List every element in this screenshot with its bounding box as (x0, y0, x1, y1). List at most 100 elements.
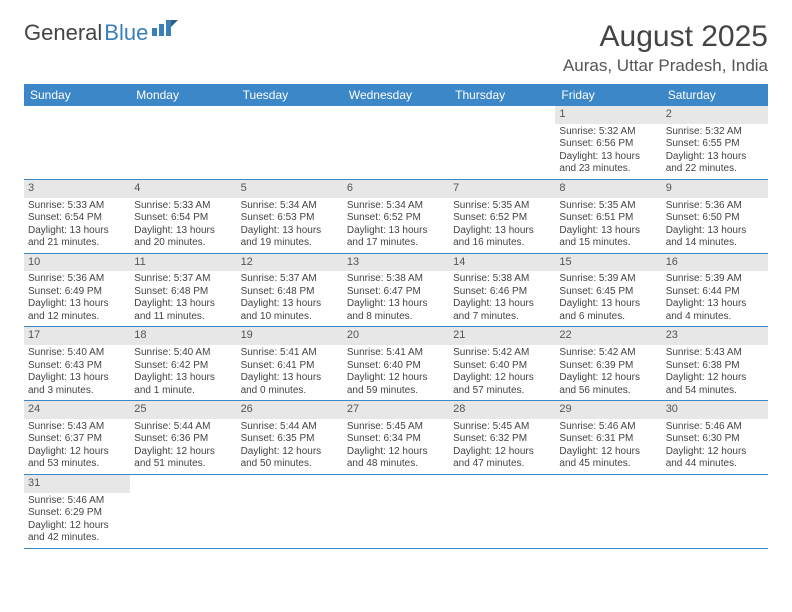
location-subtitle: Auras, Uttar Pradesh, India (563, 56, 768, 76)
sunrise-text: Sunrise: 5:39 AM (559, 273, 657, 286)
calendar-empty-cell (662, 475, 768, 548)
daylight-text: and 6 minutes. (559, 311, 657, 324)
daylight-text: Daylight: 13 hours (241, 372, 339, 385)
daylight-text: Daylight: 13 hours (559, 225, 657, 238)
calendar-week-row: 1Sunrise: 5:32 AMSunset: 6:56 PMDaylight… (24, 106, 768, 180)
sunset-text: Sunset: 6:31 PM (559, 433, 657, 446)
day-number: 30 (662, 401, 768, 419)
logo-text-general: General (24, 20, 102, 46)
sunset-text: Sunset: 6:44 PM (666, 286, 764, 299)
calendar-day-cell: 9Sunrise: 5:36 AMSunset: 6:50 PMDaylight… (662, 180, 768, 253)
day-number: 7 (449, 180, 555, 198)
day-number: 18 (130, 327, 236, 345)
sunrise-text: Sunrise: 5:34 AM (347, 200, 445, 213)
calendar-empty-cell (130, 475, 236, 548)
daylight-text: Daylight: 13 hours (28, 225, 126, 238)
calendar-week-row: 10Sunrise: 5:36 AMSunset: 6:49 PMDayligh… (24, 254, 768, 328)
calendar-week-row: 17Sunrise: 5:40 AMSunset: 6:43 PMDayligh… (24, 327, 768, 401)
daylight-text: Daylight: 12 hours (28, 446, 126, 459)
header: GeneralBlue August 2025 Auras, Uttar Pra… (24, 20, 768, 76)
daylight-text: Daylight: 12 hours (666, 372, 764, 385)
calendar-day-cell: 19Sunrise: 5:41 AMSunset: 6:41 PMDayligh… (237, 327, 343, 400)
day-number: 16 (662, 254, 768, 272)
daylight-text: and 12 minutes. (28, 311, 126, 324)
sunset-text: Sunset: 6:47 PM (347, 286, 445, 299)
sunset-text: Sunset: 6:42 PM (134, 360, 232, 373)
daylight-text: Daylight: 12 hours (666, 446, 764, 459)
sunset-text: Sunset: 6:29 PM (28, 507, 126, 520)
daylight-text: Daylight: 12 hours (347, 446, 445, 459)
calendar-day-cell: 17Sunrise: 5:40 AMSunset: 6:43 PMDayligh… (24, 327, 130, 400)
sunset-text: Sunset: 6:52 PM (347, 212, 445, 225)
sunrise-text: Sunrise: 5:45 AM (453, 421, 551, 434)
daylight-text: Daylight: 13 hours (134, 372, 232, 385)
day-number: 20 (343, 327, 449, 345)
calendar-day-cell: 30Sunrise: 5:46 AMSunset: 6:30 PMDayligh… (662, 401, 768, 474)
calendar-day-cell: 2Sunrise: 5:32 AMSunset: 6:55 PMDaylight… (662, 106, 768, 179)
sunrise-text: Sunrise: 5:33 AM (28, 200, 126, 213)
calendar-day-cell: 7 Sunrise: 5:35 AMSunset: 6:52 PMDaylight… (449, 180, 555, 253)
daylight-text: and 10 minutes. (241, 311, 339, 324)
calendar-day-cell: 22Sunrise: 5:42 AMSunset: 6:39 PMDayligh… (555, 327, 661, 400)
calendar-day-cell: 6 Sunrise: 5:34 AMSunset: 6:52 PMDaylight… (343, 180, 449, 253)
sunset-text: Sunset: 6:32 PM (453, 433, 551, 446)
daylight-text: Daylight: 13 hours (347, 225, 445, 238)
daylight-text: Daylight: 13 hours (666, 298, 764, 311)
sunrise-text: Sunrise: 5:35 AM (453, 200, 551, 213)
sunrise-text: Sunrise: 5:46 AM (559, 421, 657, 434)
daylight-text: and 48 minutes. (347, 458, 445, 471)
day-number: 1 (555, 106, 661, 124)
calendar-day-cell: 27Sunrise: 5:45 AMSunset: 6:34 PMDayligh… (343, 401, 449, 474)
daylight-text: and 7 minutes. (453, 311, 551, 324)
sunset-text: Sunset: 6:52 PM (453, 212, 551, 225)
calendar-empty-cell (449, 475, 555, 548)
daylight-text: Daylight: 13 hours (134, 298, 232, 311)
daylight-text: Daylight: 13 hours (241, 298, 339, 311)
daylight-text: Daylight: 13 hours (241, 225, 339, 238)
daylight-text: and 54 minutes. (666, 385, 764, 398)
logo-text-blue: Blue (104, 20, 148, 46)
calendar-week-row: 3Sunrise: 5:33 AMSunset: 6:54 PMDaylight… (24, 180, 768, 254)
sunrise-text: Sunrise: 5:38 AM (347, 273, 445, 286)
sunrise-text: Sunrise: 5:36 AM (666, 200, 764, 213)
day-number: 15 (555, 254, 661, 272)
sunset-text: Sunset: 6:48 PM (134, 286, 232, 299)
daylight-text: and 45 minutes. (559, 458, 657, 471)
sunrise-text: Sunrise: 5:33 AM (134, 200, 232, 213)
day-number: 6 (343, 180, 449, 198)
sunset-text: Sunset: 6:49 PM (28, 286, 126, 299)
daylight-text: and 44 minutes. (666, 458, 764, 471)
daylight-text: and 22 minutes. (666, 163, 764, 176)
day-number: 5 (237, 180, 343, 198)
sunset-text: Sunset: 6:39 PM (559, 360, 657, 373)
day-number: 13 (343, 254, 449, 272)
sunset-text: Sunset: 6:38 PM (666, 360, 764, 373)
sunset-text: Sunset: 6:41 PM (241, 360, 339, 373)
daylight-text: and 53 minutes. (28, 458, 126, 471)
daylight-text: Daylight: 13 hours (453, 225, 551, 238)
daylight-text: Daylight: 13 hours (559, 298, 657, 311)
calendar-day-cell: 3Sunrise: 5:33 AMSunset: 6:54 PMDaylight… (24, 180, 130, 253)
calendar-day-cell: 5Sunrise: 5:34 AMSunset: 6:53 PMDaylight… (237, 180, 343, 253)
daylight-text: and 1 minute. (134, 385, 232, 398)
daylight-text: and 51 minutes. (134, 458, 232, 471)
daylight-text: Daylight: 12 hours (453, 446, 551, 459)
daylight-text: and 57 minutes. (453, 385, 551, 398)
sunset-text: Sunset: 6:36 PM (134, 433, 232, 446)
sunset-text: Sunset: 6:46 PM (453, 286, 551, 299)
daylight-text: and 3 minutes. (28, 385, 126, 398)
sunset-text: Sunset: 6:30 PM (666, 433, 764, 446)
calendar-day-cell: 29Sunrise: 5:46 AMSunset: 6:31 PMDayligh… (555, 401, 661, 474)
sunset-text: Sunset: 6:34 PM (347, 433, 445, 446)
sunrise-text: Sunrise: 5:46 AM (28, 495, 126, 508)
daylight-text: Daylight: 13 hours (347, 298, 445, 311)
calendar-day-cell: 8Sunrise: 5:35 AMSunset: 6:51 PMDaylight… (555, 180, 661, 253)
calendar-empty-cell (237, 475, 343, 548)
day-number: 28 (449, 401, 555, 419)
sunset-text: Sunset: 6:43 PM (28, 360, 126, 373)
calendar-day-cell: 25Sunrise: 5:44 AMSunset: 6:36 PMDayligh… (130, 401, 236, 474)
logo: GeneralBlue (24, 20, 178, 46)
daylight-text: Daylight: 13 hours (666, 225, 764, 238)
sunset-text: Sunset: 6:53 PM (241, 212, 339, 225)
daylight-text: Daylight: 12 hours (559, 372, 657, 385)
